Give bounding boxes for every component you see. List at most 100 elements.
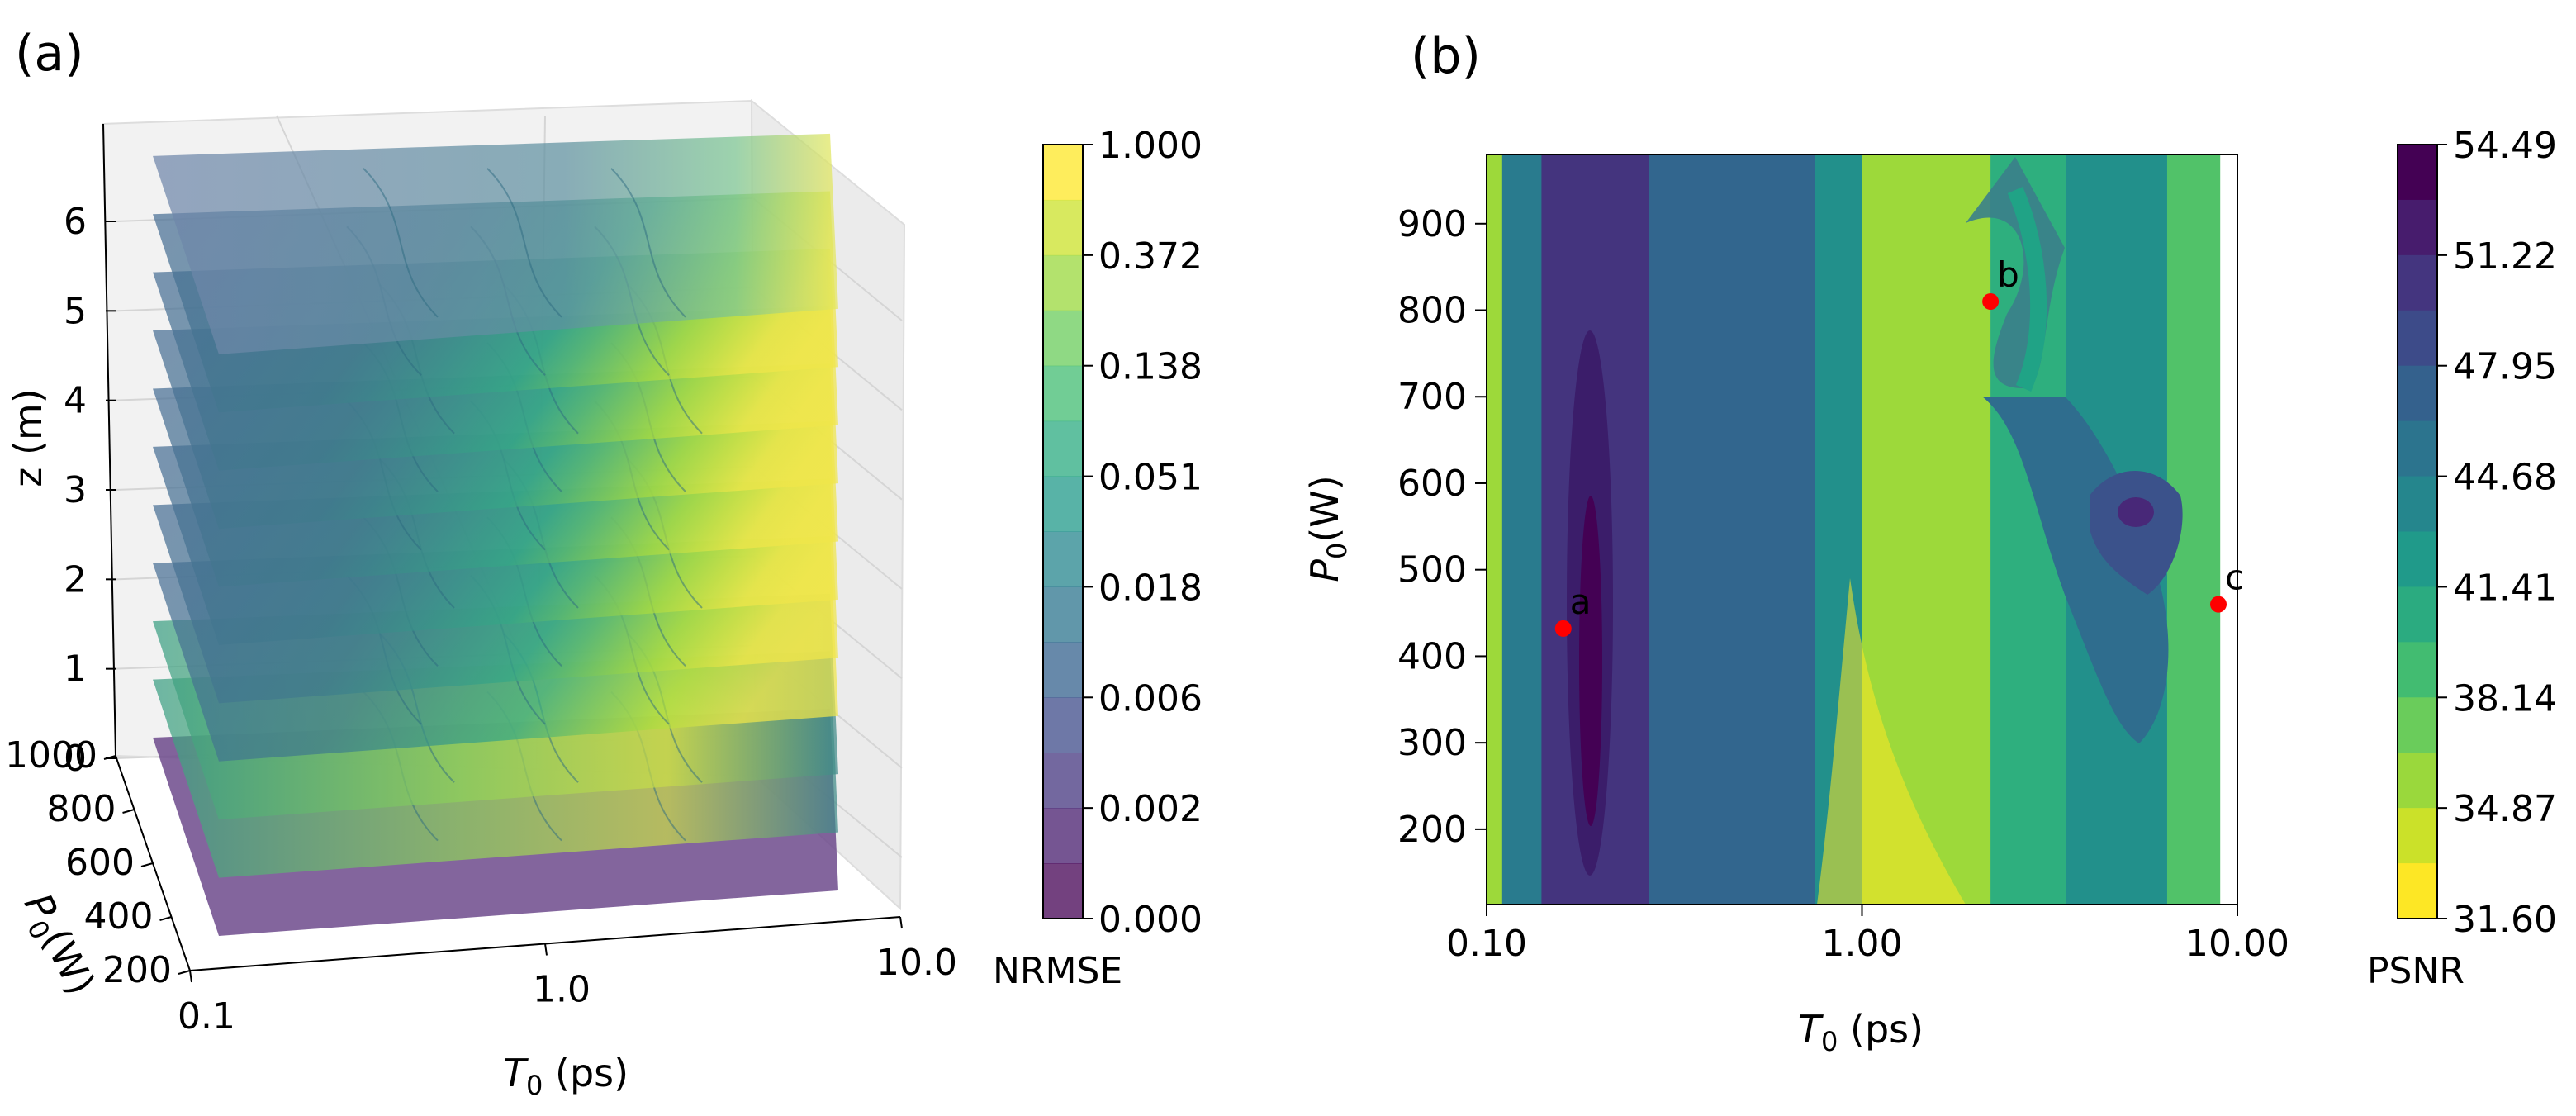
point-label-c: c [2225, 558, 2244, 598]
t0-tick-mark [899, 916, 903, 929]
z-tick-label: 5 [64, 290, 87, 332]
colorbar-b-band [2398, 697, 2437, 753]
point-b [1982, 293, 2000, 311]
panel-a-colorbar: 1.000 0.372 0.138 0.051 0.018 0.006 0.002 0.000 [1042, 125, 1203, 941]
y-tick-label: 800 [1397, 290, 1467, 332]
panel-a-label: (a) [15, 25, 84, 83]
slice-contour-line [363, 168, 439, 318]
panel-b-lower-valley [1982, 397, 2169, 743]
z-tick-label: 0 [64, 738, 87, 780]
colorbar-a-band [1043, 642, 1083, 698]
colorbar-b-tick-label: 44.68 [2453, 457, 2557, 499]
y-tick-label: 500 [1397, 549, 1467, 591]
p0-tick-label: 600 [65, 842, 135, 884]
x-tick-label: 10.00 [2185, 923, 2289, 965]
p0-tick-label: 800 [47, 788, 116, 830]
point-c [2209, 596, 2227, 613]
colorbar-b-band [2398, 310, 2437, 367]
colorbar-a-band [1043, 697, 1083, 753]
y-tick-label: 200 [1397, 809, 1467, 851]
colorbar-b-tick-label: 38.14 [2453, 677, 2557, 719]
colorbar-b-band [2398, 145, 2437, 201]
colorbar-a-tick-label: 0.006 [1098, 677, 1203, 719]
p0-tick-mark [122, 809, 135, 814]
colorbar-a-band [1043, 254, 1083, 311]
panel-b-y-ticks: 200 300 400 500 600 700 800 900 [1397, 203, 1487, 851]
colorbar-a-tick-label: 0.372 [1098, 235, 1203, 278]
panel-b-contour-field [1487, 154, 2237, 905]
panel-a-colorbar-label: NRMSE [993, 950, 1122, 992]
panel-b-points: a b c [1554, 254, 2244, 637]
panel-b-x-label: T0 (ps) [1798, 1007, 1924, 1057]
colorbar-a-tick-label: 0.138 [1098, 346, 1203, 388]
colorbar-a-band [1043, 145, 1083, 201]
panel-b-colorbar: 54.49 51.22 47.95 44.68 41.41 38.14 34.87 31.60 [2397, 125, 2557, 941]
p0-tick-mark [140, 862, 154, 867]
panel-a-t0-label: T0 (ps) [503, 1051, 629, 1101]
colorbar-a-band [1043, 531, 1083, 587]
panel-b-x-ticks: 0.10 1.00 10.00 [1446, 905, 2289, 965]
t0-tick-mark [544, 943, 548, 956]
no-data-strip [2220, 154, 2237, 905]
y-tick-label: 400 [1397, 635, 1467, 677]
contour-band [1649, 154, 1816, 905]
p0-tick-mark [103, 755, 116, 760]
colorbar-a-frame [1042, 144, 1084, 919]
slice-contour-line [610, 168, 686, 318]
contour-band [1501, 154, 1543, 905]
point-label-a: a [1570, 582, 1592, 622]
colorbar-b-band [2398, 531, 2437, 587]
t0-tick-label: 1.0 [533, 969, 591, 1011]
colorbar-b-band [2398, 254, 2437, 311]
z-tick-label: 6 [64, 201, 87, 243]
p0-tick-label: 200 [102, 949, 172, 991]
panel-b-low-region [1817, 578, 1966, 905]
panel-a-slices [153, 133, 838, 936]
contour-slice [153, 133, 838, 354]
y-tick-label: 900 [1397, 203, 1467, 245]
colorbar-a-tick-label: 0.051 [1098, 457, 1203, 499]
colorbar-b-band [2398, 365, 2437, 422]
colorbar-b-band [2398, 753, 2437, 809]
point-label-b: b [1997, 254, 2019, 295]
y-tick-label: 600 [1397, 463, 1467, 505]
t0-tick-label: 10.0 [876, 942, 957, 984]
z-tick-label: 4 [64, 380, 87, 422]
panel-a-z-label: z (m) [6, 388, 50, 487]
panel-a-t0-ticks: 0.1 1.0 10.0 [178, 916, 957, 1038]
colorbar-b-band [2398, 863, 2437, 919]
t0-tick-mark [189, 970, 192, 983]
p0-tick-label: 1000 [5, 734, 97, 776]
colorbar-a-tick-label: 0.000 [1098, 899, 1203, 941]
colorbar-b-frame [2397, 144, 2438, 919]
slice-contour-line [486, 168, 562, 318]
colorbar-a-tick-label: 1.000 [1098, 125, 1203, 167]
colorbar-a-band [1043, 420, 1083, 477]
colorbar-b-tick-label: 54.49 [2453, 125, 2557, 167]
contour-band [1487, 154, 1503, 905]
x-tick-label: 1.00 [1822, 923, 1903, 965]
z-tick-label: 2 [64, 558, 87, 601]
panel-a-p0-ticks: 200 400 600 800 1000 [5, 734, 191, 991]
colorbar-a-band [1043, 365, 1083, 422]
colorbar-b-tick-label: 47.95 [2453, 346, 2557, 388]
z-tick-label: 3 [64, 469, 87, 511]
p0-tick-label: 400 [84, 895, 154, 938]
colorbar-a-tick-label: 0.018 [1098, 567, 1203, 609]
panel-b-upper-ridge [2007, 187, 2047, 392]
colorbar-b-band [2398, 199, 2437, 256]
colorbar-a-tick-label: 0.002 [1098, 788, 1203, 830]
colorbar-a-band [1043, 753, 1083, 809]
colorbar-a-band [1043, 199, 1083, 256]
colorbar-a-band [1043, 310, 1083, 367]
colorbar-a-band [1043, 476, 1083, 532]
z-tick-label: 1 [64, 648, 87, 691]
panel-b-dark-core [2118, 497, 2154, 527]
x-tick-label: 0.10 [1446, 923, 1527, 965]
panel-b-label: (b) [1411, 27, 1481, 85]
colorbar-b-band [2398, 642, 2437, 698]
colorbar-b-band [2398, 420, 2437, 477]
point-a [1554, 620, 1572, 637]
